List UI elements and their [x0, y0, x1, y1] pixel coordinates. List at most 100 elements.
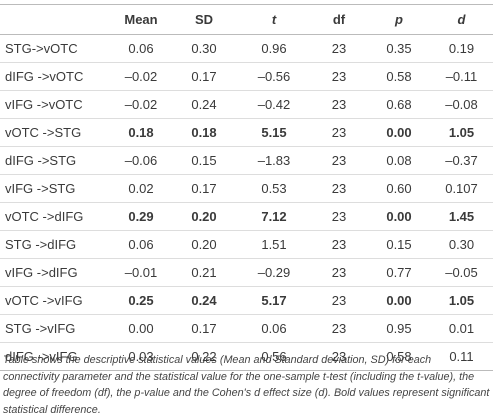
- row-label: STG ->vIFG: [0, 314, 112, 343]
- column-header: SD: [170, 4, 238, 35]
- cell-value: 7.12: [238, 202, 310, 231]
- cell-value: 5.17: [238, 286, 310, 315]
- cell-value: –0.11: [430, 62, 493, 91]
- cell-value: 23: [310, 34, 368, 63]
- table-row: dIFG ->STG –0.06 0.15 –1.83 23 0.08 –0.37: [0, 146, 493, 175]
- cell-value: 5.15: [238, 118, 310, 147]
- cell-value: 0.22: [170, 342, 238, 371]
- cell-value: 1.05: [430, 286, 493, 315]
- cell-value: 0.03: [112, 342, 170, 371]
- cell-value: 0.30: [430, 230, 493, 259]
- table-row: vIFG ->vOTC –0.02 0.24 –0.42 23 0.68 –0.08: [0, 90, 493, 119]
- cell-value: 0.25: [112, 286, 170, 315]
- cell-value: 23: [310, 174, 368, 203]
- row-label: vOTC ->vIFG: [0, 286, 112, 315]
- table-row: vIFG ->STG 0.02 0.17 0.53 23 0.60 0.107: [0, 174, 493, 203]
- cell-value: 0.18: [170, 118, 238, 147]
- cell-value: 0.20: [170, 230, 238, 259]
- cell-value: 0.53: [238, 174, 310, 203]
- cell-value: 0.00: [112, 314, 170, 343]
- cell-value: 0.00: [368, 202, 430, 231]
- table-row: STG->vOTC 0.06 0.30 0.96 23 0.35 0.19: [0, 34, 493, 63]
- table-row: vIFG ->dIFG –0.01 0.21 –0.29 23 0.77 –0.05: [0, 258, 493, 287]
- cell-value: –0.02: [112, 62, 170, 91]
- cell-value: 0.02: [112, 174, 170, 203]
- cell-value: 0.58: [368, 342, 430, 371]
- cell-value: 0.95: [368, 314, 430, 343]
- cell-value: 0.60: [368, 174, 430, 203]
- table-row: STG ->dIFG 0.06 0.20 1.51 23 0.15 0.30: [0, 230, 493, 259]
- cell-value: 0.17: [170, 314, 238, 343]
- cell-value: 0.77: [368, 258, 430, 287]
- cell-value: 23: [310, 286, 368, 315]
- cell-value: 0.06: [238, 314, 310, 343]
- cell-value: 0.96: [238, 34, 310, 63]
- cell-value: 0.06: [112, 34, 170, 63]
- cell-value: 0.29: [112, 202, 170, 231]
- column-header: d: [430, 4, 493, 35]
- cell-value: 23: [310, 258, 368, 287]
- cell-value: 23: [310, 62, 368, 91]
- cell-value: –1.83: [238, 146, 310, 175]
- cell-value: 0.68: [368, 90, 430, 119]
- cell-value: 0.24: [170, 286, 238, 315]
- cell-value: 23: [310, 230, 368, 259]
- table-row: vOTC ->STG 0.18 0.18 5.15 23 0.00 1.05: [0, 118, 493, 147]
- column-header: df: [310, 4, 368, 35]
- cell-value: 0.01: [430, 314, 493, 343]
- cell-value: 0.06: [112, 230, 170, 259]
- row-label: vIFG ->vOTC: [0, 90, 112, 119]
- cell-value: 0.35: [368, 34, 430, 63]
- cell-value: 0.58: [368, 62, 430, 91]
- cell-value: 23: [310, 146, 368, 175]
- cell-value: –0.08: [430, 90, 493, 119]
- cell-value: 0.11: [430, 342, 493, 371]
- cell-value: –0.02: [112, 90, 170, 119]
- header-corner: [0, 4, 112, 35]
- cell-value: 1.05: [430, 118, 493, 147]
- row-label: vOTC ->dIFG: [0, 202, 112, 231]
- cell-value: 0.107: [430, 174, 493, 203]
- cell-value: 0.30: [170, 34, 238, 63]
- cell-value: –0.06: [112, 146, 170, 175]
- table-row: dIFG ->vOTC –0.02 0.17 –0.56 23 0.58 –0.11: [0, 62, 493, 91]
- cell-value: 0.00: [368, 286, 430, 315]
- column-header: p: [368, 4, 430, 35]
- cell-value: 0.17: [170, 62, 238, 91]
- cell-value: 1.51: [238, 230, 310, 259]
- table-body: STG->vOTC 0.06 0.30 0.96 23 0.35 0.19 dIFG ->vO…: [0, 34, 493, 371]
- cell-value: 23: [310, 90, 368, 119]
- cell-value: 23: [310, 314, 368, 343]
- header-row: Mean SD t df p d: [0, 4, 493, 35]
- row-label: dIFG ->STG: [0, 146, 112, 175]
- cell-value: 23: [310, 342, 368, 371]
- cell-value: 0.21: [170, 258, 238, 287]
- cell-value: –0.05: [430, 258, 493, 287]
- cell-value: –0.42: [238, 90, 310, 119]
- table-caption: Table shows the descriptive statistical …: [3, 354, 490, 416]
- cell-value: 0.24: [170, 90, 238, 119]
- cell-value: –0.29: [238, 258, 310, 287]
- cell-value: 0.19: [430, 34, 493, 63]
- cell-value: 0.15: [368, 230, 430, 259]
- row-label: STG->vOTC: [0, 34, 112, 63]
- cell-value: 1.45: [430, 202, 493, 231]
- column-header: Mean: [112, 4, 170, 35]
- column-header: t: [238, 4, 310, 35]
- cell-value: 0.20: [170, 202, 238, 231]
- stats-table: Mean SD t df p d STG->vOTC 0.06 0.30 0.96 23 0.35 0…: [0, 4, 493, 371]
- cell-value: 0.17: [170, 174, 238, 203]
- cell-value: 23: [310, 118, 368, 147]
- table-row: dIFG ->vIFG 0.03 0.22 0.56 23 0.58 0.11: [0, 342, 493, 371]
- row-label: vOTC ->STG: [0, 118, 112, 147]
- cell-value: –0.01: [112, 258, 170, 287]
- row-label: dIFG ->vIFG: [0, 342, 112, 371]
- row-label: vIFG ->dIFG: [0, 258, 112, 287]
- row-label: dIFG ->vOTC: [0, 62, 112, 91]
- cell-value: 0.18: [112, 118, 170, 147]
- cell-value: –0.37: [430, 146, 493, 175]
- table-row: STG ->vIFG 0.00 0.17 0.06 23 0.95 0.01: [0, 314, 493, 343]
- cell-value: 0.15: [170, 146, 238, 175]
- cell-value: 0.56: [238, 342, 310, 371]
